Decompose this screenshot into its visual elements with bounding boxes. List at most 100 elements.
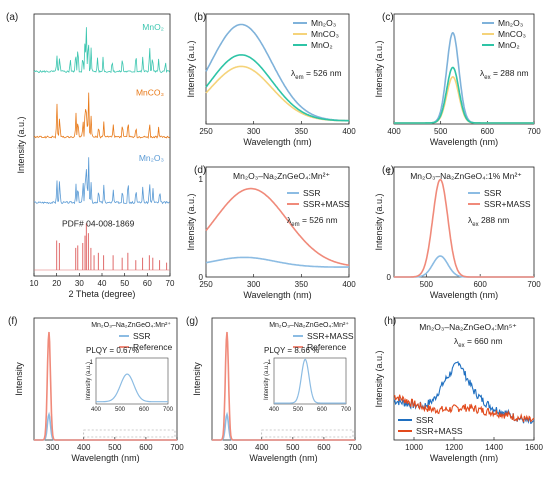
inset-plqy-text: PLQY = 0.67% [86, 346, 139, 355]
inset-series-line-SSR [96, 373, 168, 403]
series-label-MnO2: MnO₂ [142, 22, 164, 32]
series-line-SSR+MASS [205, 187, 350, 266]
inset-x-tick-label: 700 [163, 407, 174, 413]
annotation-lambda: λem = 526 nm [287, 215, 338, 228]
x-tick-label: 500 [286, 443, 300, 452]
x-tick-label: 1000 [405, 443, 423, 452]
annotation-lambda: λex 288 nm [468, 215, 509, 228]
legend-entry-SSR: SSR [303, 188, 320, 198]
panel-h-nir-emission: 1000 1200 1400 1600 Wavelength (nm) Intensity… [374, 316, 543, 463]
annotation-lambda: λex = 660 nm [454, 336, 503, 349]
panel-e-emission-ssr-mass: 500 600 700 Wavelength (nm) Intensity (a.u.)… [374, 165, 541, 300]
inset-x-tick-label: 400 [91, 407, 102, 413]
y-axis-label: Intensity (a.u.) [186, 40, 196, 97]
inset-plqy-text: PLQY = 8.66 % [264, 346, 319, 355]
x-axis-label: Wavelength (nm) [243, 137, 311, 147]
legend-entry-Reference: Reference [133, 342, 172, 352]
legend-entry-Mn2O3: Mn₂O₃ [498, 18, 523, 28]
inset-x-tick-label: 600 [317, 407, 328, 413]
x-tick-label: 500 [108, 443, 122, 452]
x-tick-label: 300 [224, 443, 238, 452]
chart-title: Mn₂O₃–Na₂ZnGeO₄:Mn²⁺ [233, 171, 330, 181]
xrd-pattern-Mn2O3 [33, 157, 170, 205]
y-axis-label: Intensity (a.u.) [186, 193, 196, 250]
panel-label: (f) [8, 316, 17, 327]
zoom-region-marker [83, 429, 176, 438]
panel-label: (g) [186, 316, 198, 327]
chart-title: Mn₂O₃–Na₂ZnGeO₄:Mn²⁺ [269, 321, 349, 329]
panel-label: (c) [382, 12, 394, 23]
y-tick-label: 0 [199, 273, 204, 282]
series-line-MnCO3 [394, 76, 534, 124]
series-label-MnCO3: MnCO₃ [136, 88, 164, 98]
x-tick-label: 350 [295, 280, 309, 289]
x-tick-label: 40 [98, 279, 107, 288]
x-tick-label: 400 [255, 443, 269, 452]
x-tick-label: 700 [527, 127, 541, 136]
x-tick-label: 250 [199, 127, 213, 136]
x-tick-label: 60 [143, 279, 152, 288]
panel-label: (h) [384, 316, 396, 327]
legend-entry-SSR: SSR [484, 188, 501, 198]
x-axis-label: Wavelength (nm) [430, 137, 498, 147]
inset-x-tick-label: 700 [341, 407, 352, 413]
panel-b-excitation: 250 300 350 400 Wavelength (nm) Intensity (a.… [186, 12, 356, 147]
legend-entry-MnCO3: MnCO₃ [311, 29, 339, 39]
series-line-Reference [212, 331, 355, 441]
legend-entry-SSR+MASS: SSR+MASS [307, 331, 354, 341]
panel-label: (e) [382, 165, 394, 176]
legend-entry-MnCO3: MnCO₃ [498, 29, 526, 39]
series-line-SSR [394, 255, 534, 278]
x-tick-label: 1200 [445, 443, 463, 452]
inset-y-tick-label: 1 [90, 360, 94, 366]
legend-entry-Mn2O3: Mn₂O₃ [311, 18, 336, 28]
series-label-Mn2O3: Mn₂O₃ [139, 153, 164, 163]
chart-title: Mn₂O₃–Na₂ZnGeO₄:Mn⁵⁺ [419, 322, 517, 332]
x-tick-label: 500 [420, 280, 434, 289]
series-line-SSR+MASS [212, 411, 355, 441]
x-tick-label: 600 [481, 127, 495, 136]
x-tick-label: 300 [247, 280, 261, 289]
x-tick-label: 30 [75, 279, 84, 288]
panel-label: (a) [6, 12, 18, 23]
x-tick-label: 300 [247, 127, 261, 136]
annotation-lambda: λex = 288 nm [480, 68, 529, 81]
x-tick-label: 400 [342, 280, 356, 289]
x-tick-label: 400 [77, 443, 91, 452]
legend-entry-MnO2: MnO₂ [498, 40, 520, 50]
x-axis-label: Wavelength (nm) [249, 453, 317, 463]
x-tick-label: 600 [139, 443, 153, 452]
y-tick-label: 1 [199, 175, 204, 184]
series-line-MnO2 [205, 54, 349, 122]
series-line-SSR [34, 411, 177, 441]
inset-x-tick-label: 500 [115, 407, 126, 413]
x-axis-label: Wavelength (nm) [71, 453, 139, 463]
x-tick-label: 250 [199, 280, 213, 289]
x-tick-label: 600 [473, 280, 487, 289]
x-tick-label: 70 [166, 279, 175, 288]
x-tick-label: 300 [46, 443, 60, 452]
panel-c-emission: 400 500 600 700 Wavelength (nm) Intensity (a.… [374, 12, 541, 147]
series-line-SSR+MASS [394, 178, 534, 278]
plot-frame [393, 317, 535, 441]
x-tick-label: 1400 [485, 443, 503, 452]
x-tick-label: 700 [170, 443, 184, 452]
annotation-lambda: λem = 526 nm [291, 68, 342, 81]
xrd-pattern-MnO2 [33, 27, 171, 74]
x-tick-label: 400 [342, 127, 356, 136]
chart-title: Mn₂O₃–Na₂ZnGeO₄:1% Mn²⁺ [410, 171, 522, 181]
inset-y-tick-label: 1 [268, 360, 272, 366]
inset-y-axis-label: Intensity (a.u.) [86, 362, 92, 400]
x-axis-label: Wavelength (nm) [430, 290, 498, 300]
x-tick-label: 700 [348, 443, 362, 452]
panel-label: (b) [194, 12, 206, 23]
legend-entry-SSR+MASS: SSR+MASS [416, 426, 463, 436]
series-line-SSR+MASS [393, 394, 535, 423]
legend-entry-MnO2: MnO₂ [311, 40, 333, 50]
x-tick-label: 600 [317, 443, 331, 452]
zoom-region-marker [261, 429, 354, 438]
legend-entry-SSR: SSR [133, 331, 150, 341]
y-tick-label: 0 [387, 273, 392, 282]
y-axis-label: Intensity (a.u.) [374, 350, 384, 407]
